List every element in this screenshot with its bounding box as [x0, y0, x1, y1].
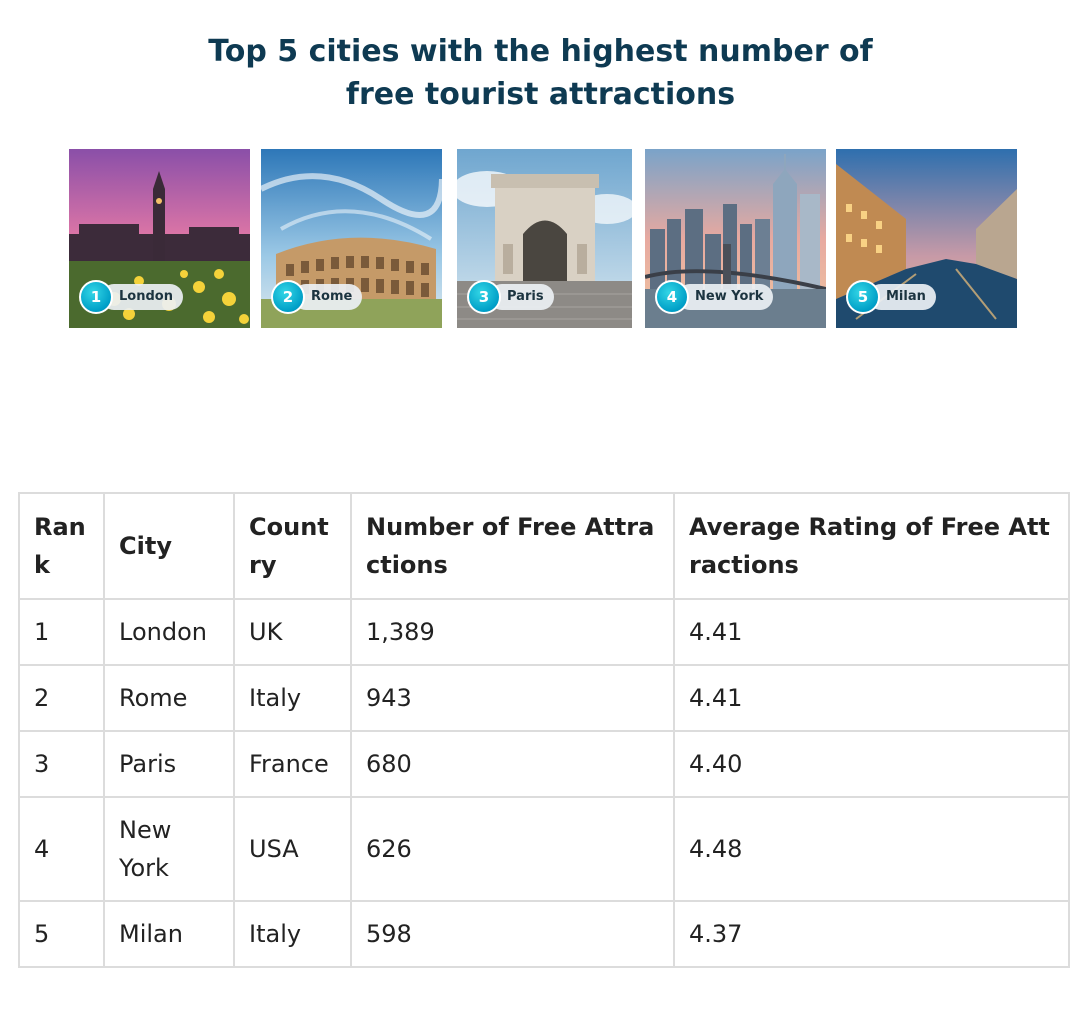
rank-number: 3 — [467, 280, 501, 314]
cell-free-attractions: 943 — [350, 664, 675, 732]
cell-average-rating: 4.48 — [673, 796, 1070, 902]
table-row: 1 London UK 1,389 4.41 — [18, 598, 1070, 666]
rank-badge: 5 Milan — [846, 280, 936, 314]
cell-free-attractions: 598 — [350, 900, 675, 968]
rank-number: 4 — [655, 280, 689, 314]
title-line-2: free tourist attractions — [345, 77, 736, 112]
cell-city: New York — [103, 796, 235, 902]
cell-rank: 2 — [18, 664, 105, 732]
rank-badge: 1 London — [79, 280, 183, 314]
cell-average-rating: 4.41 — [673, 664, 1070, 732]
header-rank: Rank — [18, 492, 105, 600]
header-average-rating: Average Rating of Free Attractions — [673, 492, 1070, 600]
header-city: City — [103, 492, 235, 600]
cell-city: Milan — [103, 900, 235, 968]
rank-number: 2 — [271, 280, 305, 314]
rank-badge: 4 New York — [655, 280, 774, 314]
cell-free-attractions: 626 — [350, 796, 675, 902]
attractions-table: Rank City Country Number of Free Attract… — [18, 492, 1070, 968]
cell-average-rating: 4.41 — [673, 598, 1070, 666]
cell-city: Rome — [103, 664, 235, 732]
city-tile-milan: 5 Milan — [836, 149, 1017, 328]
city-label: Paris — [489, 284, 554, 310]
city-tile-new-york: 4 New York — [645, 149, 826, 328]
cell-country: Italy — [233, 664, 352, 732]
cell-rank: 4 — [18, 796, 105, 902]
city-tile-london: 1 London — [69, 149, 250, 328]
city-label: London — [101, 284, 183, 310]
table-row: 5 Milan Italy 598 4.37 — [18, 900, 1070, 968]
cell-average-rating: 4.40 — [673, 730, 1070, 798]
cell-city: Paris — [103, 730, 235, 798]
cell-country: USA — [233, 796, 352, 902]
cell-rank: 5 — [18, 900, 105, 968]
header-country: Country — [233, 492, 352, 600]
rank-badge: 2 Rome — [271, 280, 363, 314]
city-label: New York — [677, 284, 774, 310]
cell-country: France — [233, 730, 352, 798]
page-title: Top 5 cities with the highest number of … — [0, 30, 1081, 116]
table-row: 2 Rome Italy 943 4.41 — [18, 664, 1070, 732]
city-tile-rome: 2 Rome — [261, 149, 442, 328]
cell-country: Italy — [233, 900, 352, 968]
cell-free-attractions: 1,389 — [350, 598, 675, 666]
cell-average-rating: 4.37 — [673, 900, 1070, 968]
table-header-row: Rank City Country Number of Free Attract… — [18, 492, 1070, 600]
cell-rank: 3 — [18, 730, 105, 798]
rank-number: 5 — [846, 280, 880, 314]
cell-city: London — [103, 598, 235, 666]
rank-number: 1 — [79, 280, 113, 314]
table-row: 3 Paris France 680 4.40 — [18, 730, 1070, 798]
rank-badge: 3 Paris — [467, 280, 554, 314]
cell-country: UK — [233, 598, 352, 666]
title-line-1: Top 5 cities with the highest number of — [208, 34, 873, 69]
table-row: 4 New York USA 626 4.48 — [18, 796, 1070, 902]
city-tile-paris: 3 Paris — [457, 149, 632, 328]
cell-rank: 1 — [18, 598, 105, 666]
cell-free-attractions: 680 — [350, 730, 675, 798]
header-free-attractions: Number of Free Attractions — [350, 492, 675, 600]
